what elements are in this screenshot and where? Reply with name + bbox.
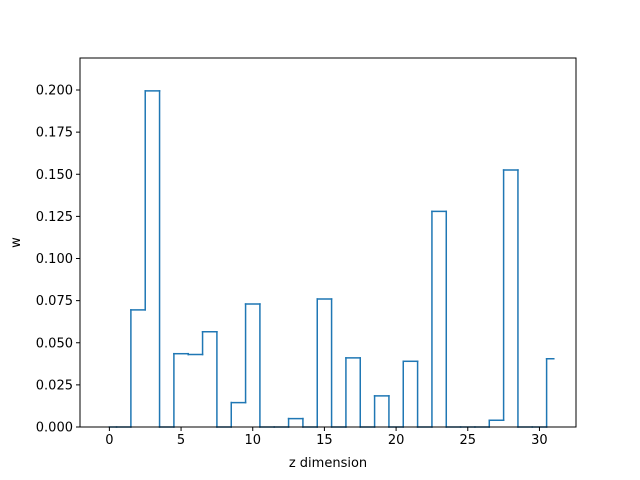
y-tick-label: 0.025 (36, 378, 73, 393)
y-tick-label: 0.175 (36, 126, 73, 141)
x-axis-label: z dimension (289, 456, 367, 471)
x-tick-label: 25 (459, 433, 476, 448)
y-tick-label: 0.200 (36, 84, 73, 99)
plot-frame (79, 57, 577, 428)
y-tick-label: 0.100 (36, 252, 73, 267)
y-tick-label: 0.125 (36, 210, 73, 225)
x-tick-label: 15 (316, 433, 333, 448)
x-tick-label: 10 (244, 433, 261, 448)
x-tick-label: 30 (531, 433, 548, 448)
y-tick-label: 0.050 (36, 336, 73, 351)
x-tick-label: 20 (388, 433, 405, 448)
y-tick-label: 0.000 (36, 421, 73, 436)
x-tick-label: 5 (177, 433, 185, 448)
y-tick-label: 0.150 (36, 168, 73, 183)
y-tick-label: 0.075 (36, 294, 73, 309)
x-tick-label: 0 (105, 433, 113, 448)
y-axis-label: w (9, 237, 24, 248)
